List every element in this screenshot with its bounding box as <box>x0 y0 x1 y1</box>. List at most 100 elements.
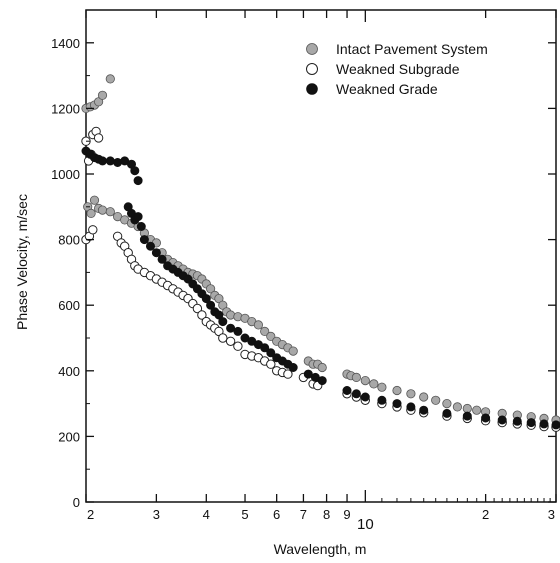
data-point <box>419 405 429 415</box>
data-point <box>218 333 228 343</box>
data-point <box>462 411 472 421</box>
data-point <box>351 389 361 399</box>
data-point <box>551 420 560 430</box>
data-point <box>136 222 146 232</box>
data-point <box>105 207 115 217</box>
data-point <box>260 343 270 353</box>
data-point <box>225 336 236 346</box>
legend-label: Weakned Subgrade <box>336 61 460 77</box>
data-point <box>472 405 482 415</box>
data-point <box>369 379 379 389</box>
data-point <box>317 376 327 386</box>
data-point <box>266 348 276 358</box>
data-point <box>233 341 243 351</box>
legend-marker <box>306 63 318 75</box>
data-point <box>206 284 216 294</box>
data-layer <box>81 74 560 432</box>
data-point <box>260 326 270 336</box>
data-point <box>392 399 402 409</box>
x-tick-label: 4 <box>203 507 210 522</box>
plot-frame <box>85 9 557 503</box>
data-point <box>146 241 156 251</box>
data-point <box>539 419 549 429</box>
data-point <box>442 408 452 418</box>
data-point <box>392 385 402 396</box>
data-point <box>89 195 100 205</box>
x-tick-label: 3 <box>548 507 555 522</box>
data-point <box>157 254 167 264</box>
plot-area-border <box>85 9 557 503</box>
x-tick-label: 2 <box>482 507 489 522</box>
data-point <box>317 362 327 373</box>
series-2 <box>81 146 560 430</box>
data-point <box>151 248 161 258</box>
y-axis-ticks: 0 200 400 600 800 1000 1200 1400 <box>51 36 556 510</box>
y-tick-label: 600 <box>58 298 80 313</box>
data-point <box>105 74 115 84</box>
data-point <box>133 212 143 222</box>
data-point <box>133 176 143 186</box>
legend-label: Intact Pavement System <box>336 41 488 57</box>
data-point <box>442 398 452 409</box>
data-point <box>105 156 115 166</box>
x-tick-label: 3 <box>153 507 160 522</box>
data-point <box>97 90 108 100</box>
data-point <box>197 310 207 320</box>
data-point <box>201 294 211 304</box>
y-tick-label: 800 <box>58 233 80 248</box>
y-tick-label: 0 <box>73 495 80 510</box>
legend-marker <box>306 83 318 95</box>
data-point <box>88 225 98 235</box>
data-point <box>351 372 361 382</box>
data-point <box>253 320 263 330</box>
data-point <box>288 346 298 356</box>
data-point <box>93 133 104 143</box>
x-tick-label: 8 <box>323 507 330 522</box>
y-tick-label: 1400 <box>51 36 80 51</box>
data-point <box>218 317 228 327</box>
data-point <box>452 402 462 412</box>
y-tick-label: 1000 <box>51 167 80 182</box>
data-point <box>288 362 298 372</box>
data-point <box>233 326 243 336</box>
data-point <box>377 395 387 405</box>
x-tick-label: 5 <box>241 507 248 522</box>
data-point <box>139 235 149 245</box>
data-point <box>130 166 140 176</box>
legend-label: Weakned Grade <box>336 81 438 97</box>
data-point <box>98 156 108 166</box>
data-point <box>497 415 507 425</box>
data-point <box>86 208 96 218</box>
x-axis-title: Wavelength, m <box>274 541 367 557</box>
data-point <box>419 392 429 402</box>
series-1 <box>81 126 560 432</box>
data-point <box>360 392 370 402</box>
data-point <box>360 375 370 386</box>
x-tick-label: 6 <box>273 507 280 522</box>
x-axis-ticks: 2 3 4 5 6 7 8 9 10 2 3 <box>85 10 557 533</box>
x-tick-label: 9 <box>343 507 350 522</box>
data-point <box>266 331 276 341</box>
y-tick-label: 1200 <box>51 101 80 116</box>
y-tick-label: 200 <box>58 429 80 444</box>
x-tick-label: 10 <box>357 516 374 533</box>
data-point <box>481 413 491 423</box>
data-point <box>406 402 416 412</box>
x-tick-label: 7 <box>300 507 307 522</box>
data-point <box>283 369 293 379</box>
data-point <box>431 395 441 405</box>
data-point <box>342 385 352 395</box>
legend-marker <box>306 43 318 55</box>
data-point <box>462 403 472 414</box>
data-point <box>206 300 216 310</box>
data-point <box>377 382 387 392</box>
x-tick-label: 2 <box>87 507 94 522</box>
y-axis-title: Phase Velocity, m/sec <box>14 194 30 330</box>
legend: Intact Pavement System Weakned Subgrade We… <box>306 41 488 97</box>
data-point <box>97 205 108 215</box>
data-point <box>266 359 276 369</box>
data-point <box>526 418 536 428</box>
data-point <box>512 416 522 426</box>
data-point <box>406 389 416 399</box>
